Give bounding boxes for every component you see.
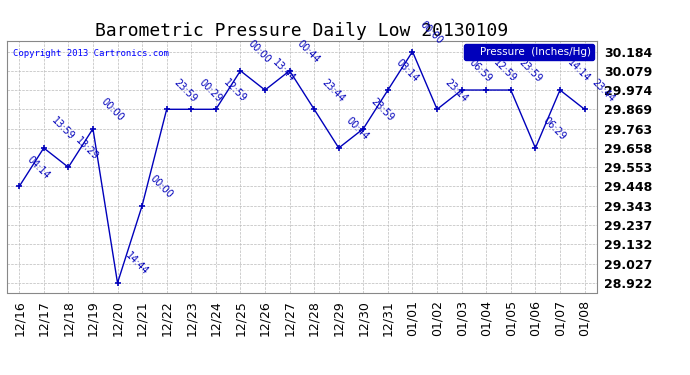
Text: 00:00: 00:00: [246, 39, 273, 65]
Text: 00:29: 00:29: [197, 77, 224, 104]
Text: 13:59: 13:59: [49, 116, 76, 142]
Text: 00:44: 00:44: [295, 39, 322, 65]
Text: 04:14: 04:14: [25, 154, 52, 181]
Text: 00:00: 00:00: [148, 174, 175, 200]
Text: 06:59: 06:59: [467, 58, 494, 84]
Text: 13:44: 13:44: [270, 58, 297, 84]
Text: 23:59: 23:59: [516, 58, 543, 84]
Title: Barometric Pressure Daily Low 20130109: Barometric Pressure Daily Low 20130109: [95, 22, 509, 40]
Text: 12:59: 12:59: [492, 58, 519, 84]
Text: 00:00: 00:00: [99, 96, 125, 123]
Legend: Pressure  (Inches/Hg): Pressure (Inches/Hg): [464, 44, 594, 60]
Text: 06:29: 06:29: [541, 116, 568, 142]
Text: 00:00: 00:00: [418, 19, 445, 46]
Text: 14:44: 14:44: [123, 251, 150, 278]
Text: 03:14: 03:14: [393, 58, 420, 84]
Text: 13:29: 13:29: [74, 135, 101, 162]
Text: 23:59: 23:59: [172, 77, 199, 104]
Text: 12:59: 12:59: [221, 77, 248, 104]
Text: Copyright 2013 Cartronics.com: Copyright 2013 Cartronics.com: [13, 49, 168, 58]
Text: 23:44: 23:44: [319, 77, 346, 104]
Text: 00:44: 00:44: [344, 116, 371, 142]
Text: 23:59: 23:59: [369, 96, 396, 123]
Text: 14:14: 14:14: [566, 58, 592, 84]
Text: 23:44: 23:44: [590, 77, 617, 104]
Text: 23:14: 23:14: [442, 77, 469, 104]
